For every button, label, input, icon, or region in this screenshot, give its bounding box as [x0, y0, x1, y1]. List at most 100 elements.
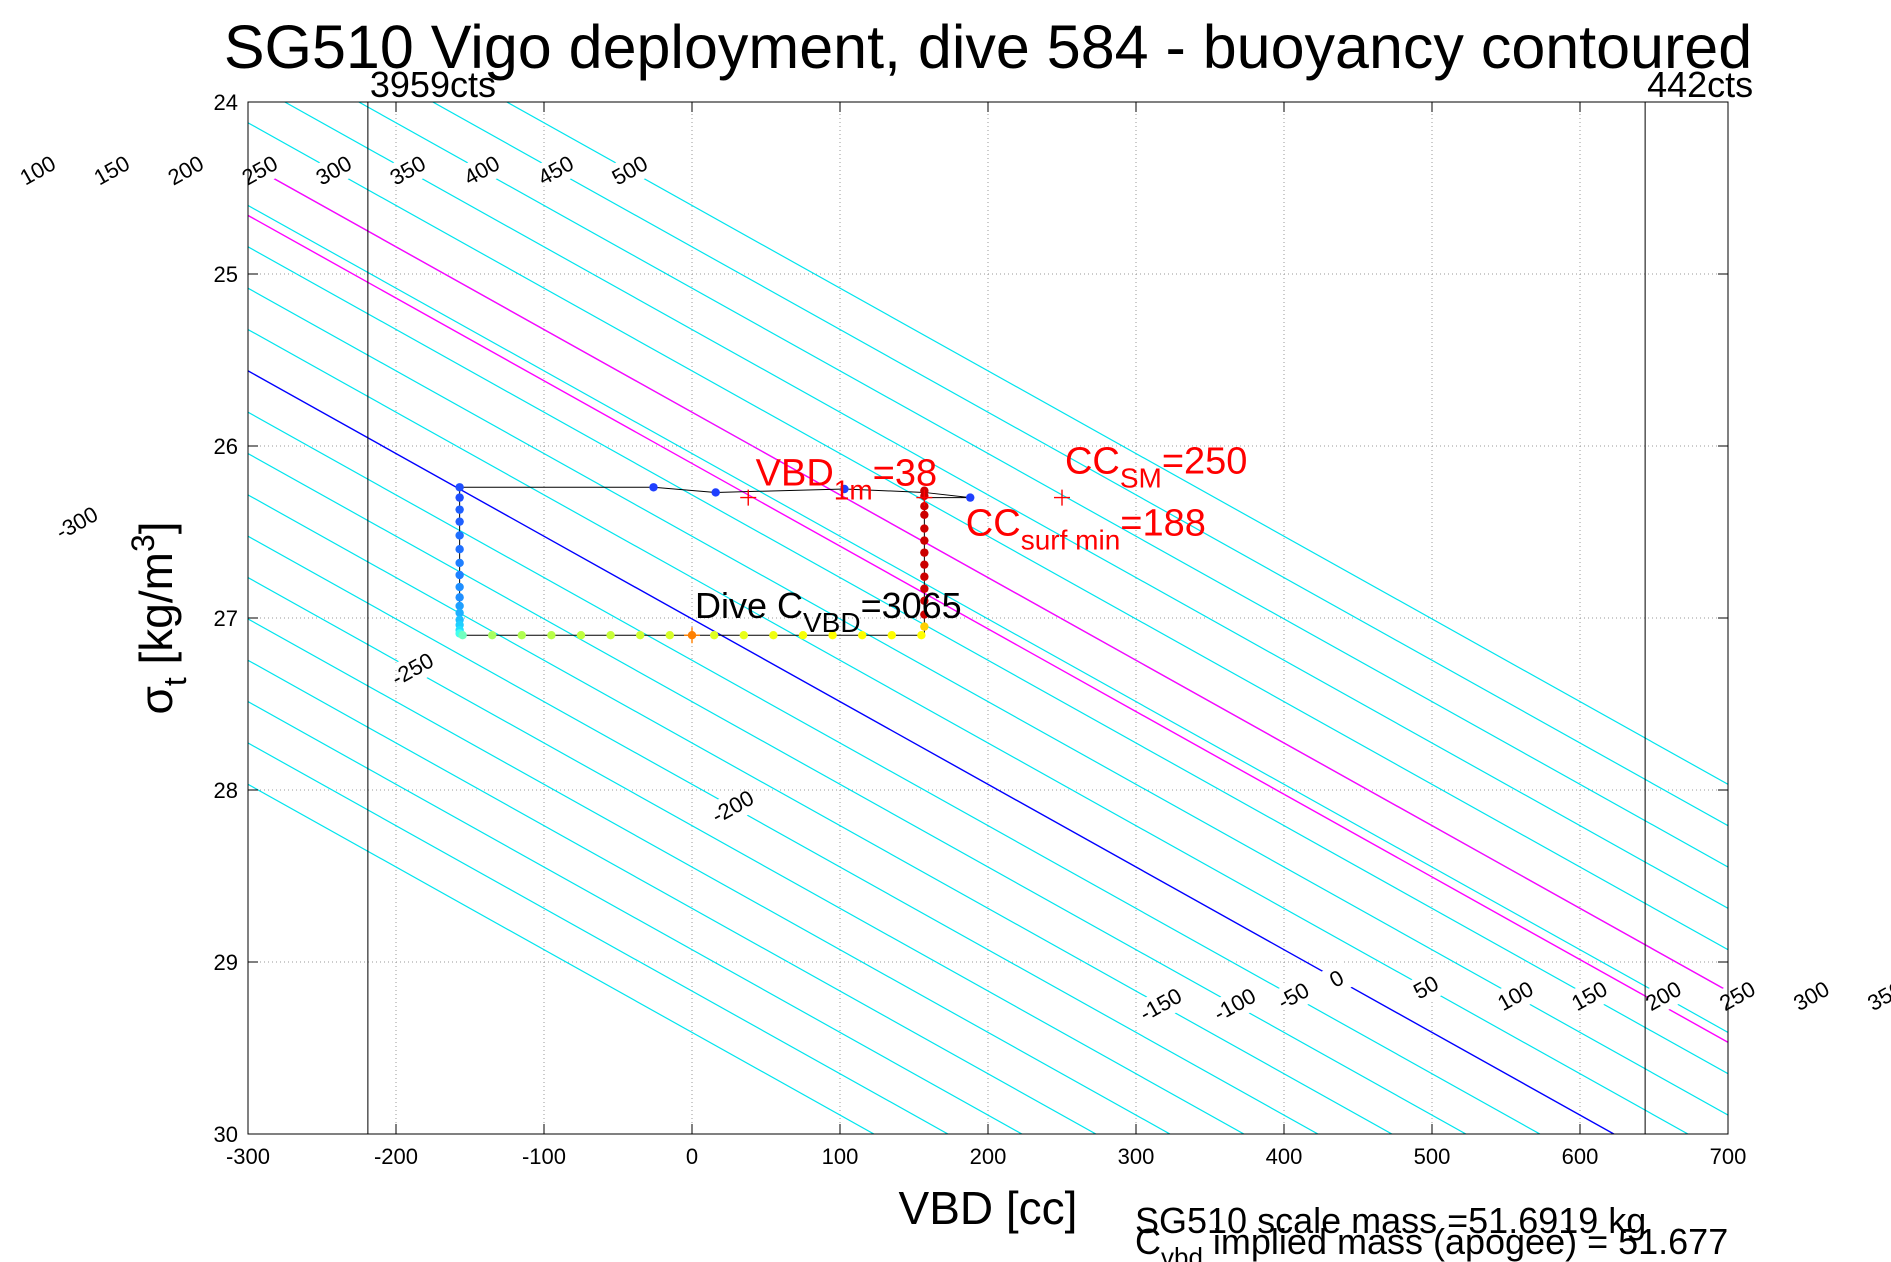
annotation-vbd-1m: VBD1m=38	[756, 453, 938, 506]
dive-point	[488, 631, 497, 640]
x-tick-label: -200	[374, 1144, 418, 1169]
annotation-dive-cvbd: Dive CVBD=3065	[695, 585, 962, 638]
annotation-dive-cvbd-rest: =3065	[861, 585, 962, 626]
contour-label-gap	[536, 151, 576, 190]
x-tick-label: 600	[1562, 1144, 1599, 1169]
contour-line	[248, 494, 1394, 1134]
contour-line	[248, 452, 1468, 1134]
contour-line	[248, 659, 1098, 1134]
y-tick-label: 26	[214, 434, 238, 459]
plus-marker	[916, 489, 933, 506]
contour-label-gap	[240, 151, 280, 190]
x-tick-label: 700	[1710, 1144, 1747, 1169]
x-tick-label: 100	[822, 1144, 859, 1169]
y-axis-label-main: σ	[130, 686, 182, 714]
buoyancy-contours	[248, 102, 1728, 1134]
dive-point	[920, 510, 929, 519]
y-axis-label-unit-post: ]	[130, 521, 182, 534]
contour-line	[248, 122, 1728, 951]
annotation-dive-cvbd-main: Dive C	[695, 585, 803, 626]
contour-label-gap	[1215, 985, 1255, 1025]
annotation-cc-surf-min: CCsurf min=188	[966, 502, 1206, 555]
contour-label-gap	[1407, 968, 1446, 1007]
dive-point	[458, 631, 467, 640]
contour-label: 200	[164, 150, 208, 190]
contour-label: 450	[534, 150, 578, 190]
dive-point	[455, 608, 464, 618]
contour-label-gap	[1792, 977, 1831, 1016]
contour-label: 250	[1715, 976, 1759, 1016]
markers	[684, 489, 1070, 644]
contour-label: 100	[16, 150, 60, 190]
contour-label: 500	[608, 150, 652, 190]
dive-point	[606, 631, 615, 640]
contour-label: 150	[90, 150, 134, 190]
dive-point	[455, 483, 464, 492]
x-tick-label: -100	[522, 1144, 566, 1169]
dive-point	[739, 631, 748, 640]
contour-label: 300	[1789, 976, 1833, 1016]
dive-point	[665, 631, 674, 640]
dive-point	[920, 584, 929, 593]
contour-line	[248, 204, 1728, 1034]
contour-label-gap	[166, 151, 206, 190]
chart-title: SG510 Vigo deployment, dive 584 - buoyan…	[224, 13, 1752, 81]
dive-point	[455, 570, 464, 580]
contour-line	[248, 535, 1320, 1134]
vbd-limit-label: 3959cts	[370, 64, 496, 105]
dive-point	[710, 631, 719, 640]
annotation-cc-sm-rest: =250	[1162, 441, 1248, 483]
highlight-contour-line	[248, 163, 1728, 992]
x-axis-label: VBD [cc]	[899, 1182, 1078, 1234]
annotation-dive-cvbd-sub: VBD	[803, 607, 861, 638]
dive-point	[858, 631, 867, 640]
contour-label-gap	[1496, 977, 1535, 1016]
dive-point	[711, 488, 720, 497]
contour-label: -50	[1273, 977, 1313, 1014]
grid	[248, 102, 1728, 1134]
dive-point	[966, 493, 975, 502]
implied-mass-note: Cvbd implied mass (apogee) = 51.677	[1135, 1221, 1728, 1262]
dive-point	[920, 622, 929, 631]
implied-mass-main: C	[1135, 1221, 1161, 1262]
x-tick-label: 400	[1266, 1144, 1303, 1169]
contour-label: 350	[386, 150, 430, 190]
contour-label-gap	[18, 151, 58, 190]
y-tick-label: 24	[214, 90, 238, 115]
y-tick-label: 30	[214, 1122, 238, 1147]
contour-label: 400	[460, 150, 504, 190]
contour-line	[248, 246, 1728, 1075]
plus-marker	[1054, 489, 1070, 506]
contour-label-gap	[388, 151, 428, 190]
contour-label-gap	[1570, 977, 1609, 1016]
contour-label-gap	[610, 151, 650, 190]
dive-point	[636, 631, 645, 640]
contour-label: 300	[312, 150, 356, 190]
contour-line	[248, 783, 876, 1134]
vbd-limit-lines: 3959cts 442cts	[367, 64, 1753, 1134]
contour-line	[357, 102, 1728, 868]
plus-marker	[740, 489, 757, 506]
y-tick-label: 25	[214, 262, 238, 287]
dive-point	[920, 502, 929, 511]
dive-point	[920, 572, 929, 581]
contour-line	[248, 576, 1246, 1134]
dive-point	[828, 631, 837, 640]
contour-label-gap	[713, 788, 753, 827]
annotation-cc-sm-sub: SM	[1120, 463, 1162, 494]
dive-point	[455, 493, 464, 502]
contour-label-gap	[92, 151, 132, 190]
annotation-vbd-1m-rest: =38	[873, 453, 937, 495]
x-tick-label: 300	[1118, 1144, 1155, 1169]
x-tick-label: -300	[226, 1144, 270, 1169]
dive-point	[920, 560, 929, 569]
dive-point	[840, 484, 849, 494]
dive-point	[769, 631, 778, 640]
dive-point	[887, 631, 896, 640]
dive-point	[920, 596, 929, 605]
y-axis-label-unit-pre: [kg/m	[130, 552, 182, 677]
contour-line	[248, 328, 1690, 1134]
dive-point	[576, 631, 586, 640]
vbd-limit-label: 442cts	[1647, 64, 1753, 105]
